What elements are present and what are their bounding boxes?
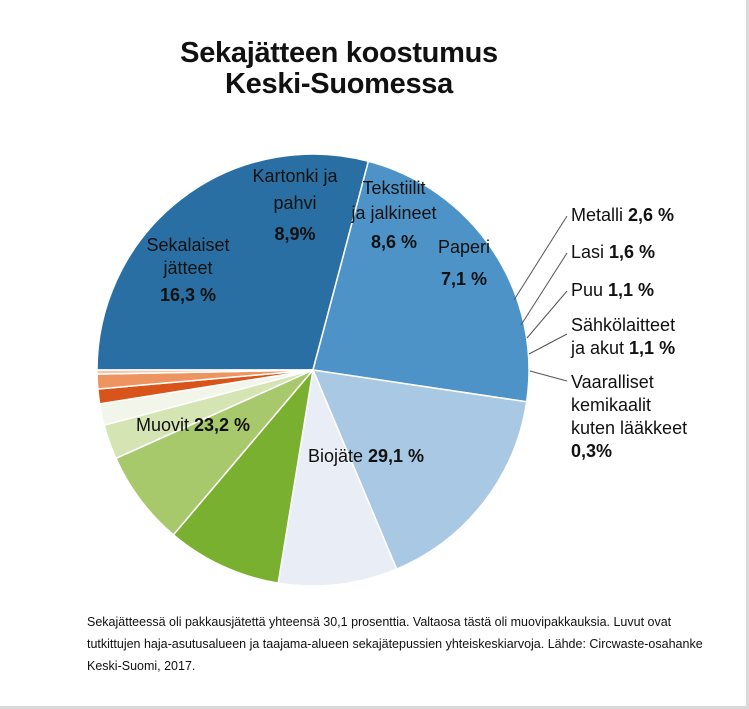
slice-label-8: Puu 1,1 % xyxy=(571,280,654,300)
slice-label-2-line-0: Sekalaiset xyxy=(146,235,229,255)
slice-label-4-line-0: Tekstiilit xyxy=(362,178,425,198)
pie-slice-1 xyxy=(312,160,530,403)
slice-label-10-line-1: kemikaalit xyxy=(571,395,651,415)
slice-label-3-line-1: pahvi xyxy=(273,193,316,213)
slice-value-4: 8,6 % xyxy=(371,232,417,252)
slice-label-3-line-0: Kartonki ja xyxy=(252,166,338,186)
slice-label-7: Lasi 1,6 % xyxy=(571,242,655,262)
slice-label-4-line-1: ja jalkineet xyxy=(350,203,436,223)
slice-value-5: 7,1 % xyxy=(441,269,487,289)
slice-label-10-line-0: Vaaralliset xyxy=(571,372,654,392)
slice-value-3: 8,9% xyxy=(274,224,315,244)
leader-line-9 xyxy=(528,333,568,355)
pie-slice-10 xyxy=(96,369,314,375)
chart-title: Sekajätteen koostumus Keski-Suomessa xyxy=(0,38,678,100)
pie-slice-0 xyxy=(96,153,370,371)
slice-value-2: 16,3 % xyxy=(160,285,216,305)
leader-line-10 xyxy=(529,370,568,382)
leader-line-8 xyxy=(526,290,568,339)
slice-value-10: 0,3% xyxy=(571,441,612,461)
pie-slice-3 xyxy=(277,367,398,587)
chart-title-line-2: Keski-Suomessa xyxy=(225,68,453,100)
slice-label-6: Metalli 2,6 % xyxy=(571,205,674,225)
slice-label-0: Biojäte 29,1 % xyxy=(308,446,424,466)
pie-slice-2 xyxy=(311,369,528,571)
slice-label-2-line-1: jätteet xyxy=(162,258,212,278)
slice-label-10-line-2: kuten lääkkeet xyxy=(571,418,687,438)
slice-label-5-line-0: Paperi xyxy=(438,237,490,257)
pie-slice-4 xyxy=(172,367,315,585)
pie-slices xyxy=(96,153,530,587)
leader-lines xyxy=(513,215,568,382)
slice-label-9-line-0: Sähkölaitteet xyxy=(571,315,675,335)
leader-line-7 xyxy=(520,252,568,326)
slice-label-9-line-1: ja akut 1,1 % xyxy=(570,338,675,358)
leader-line-6 xyxy=(513,215,568,301)
slice-label-1: Muovit 23,2 % xyxy=(136,415,250,435)
pie-chart: Biojäte 29,1 % Muovit 23,2 % Sekalaiset jät… xyxy=(96,153,687,587)
slice-labels: Biojäte 29,1 % Muovit 23,2 % Sekalaiset jät… xyxy=(136,166,687,466)
chart-footnote: Sekajätteessä oli pakkausjätettä yhteens… xyxy=(87,615,703,673)
chart-title-line-1: Sekajätteen koostumus xyxy=(180,37,498,69)
